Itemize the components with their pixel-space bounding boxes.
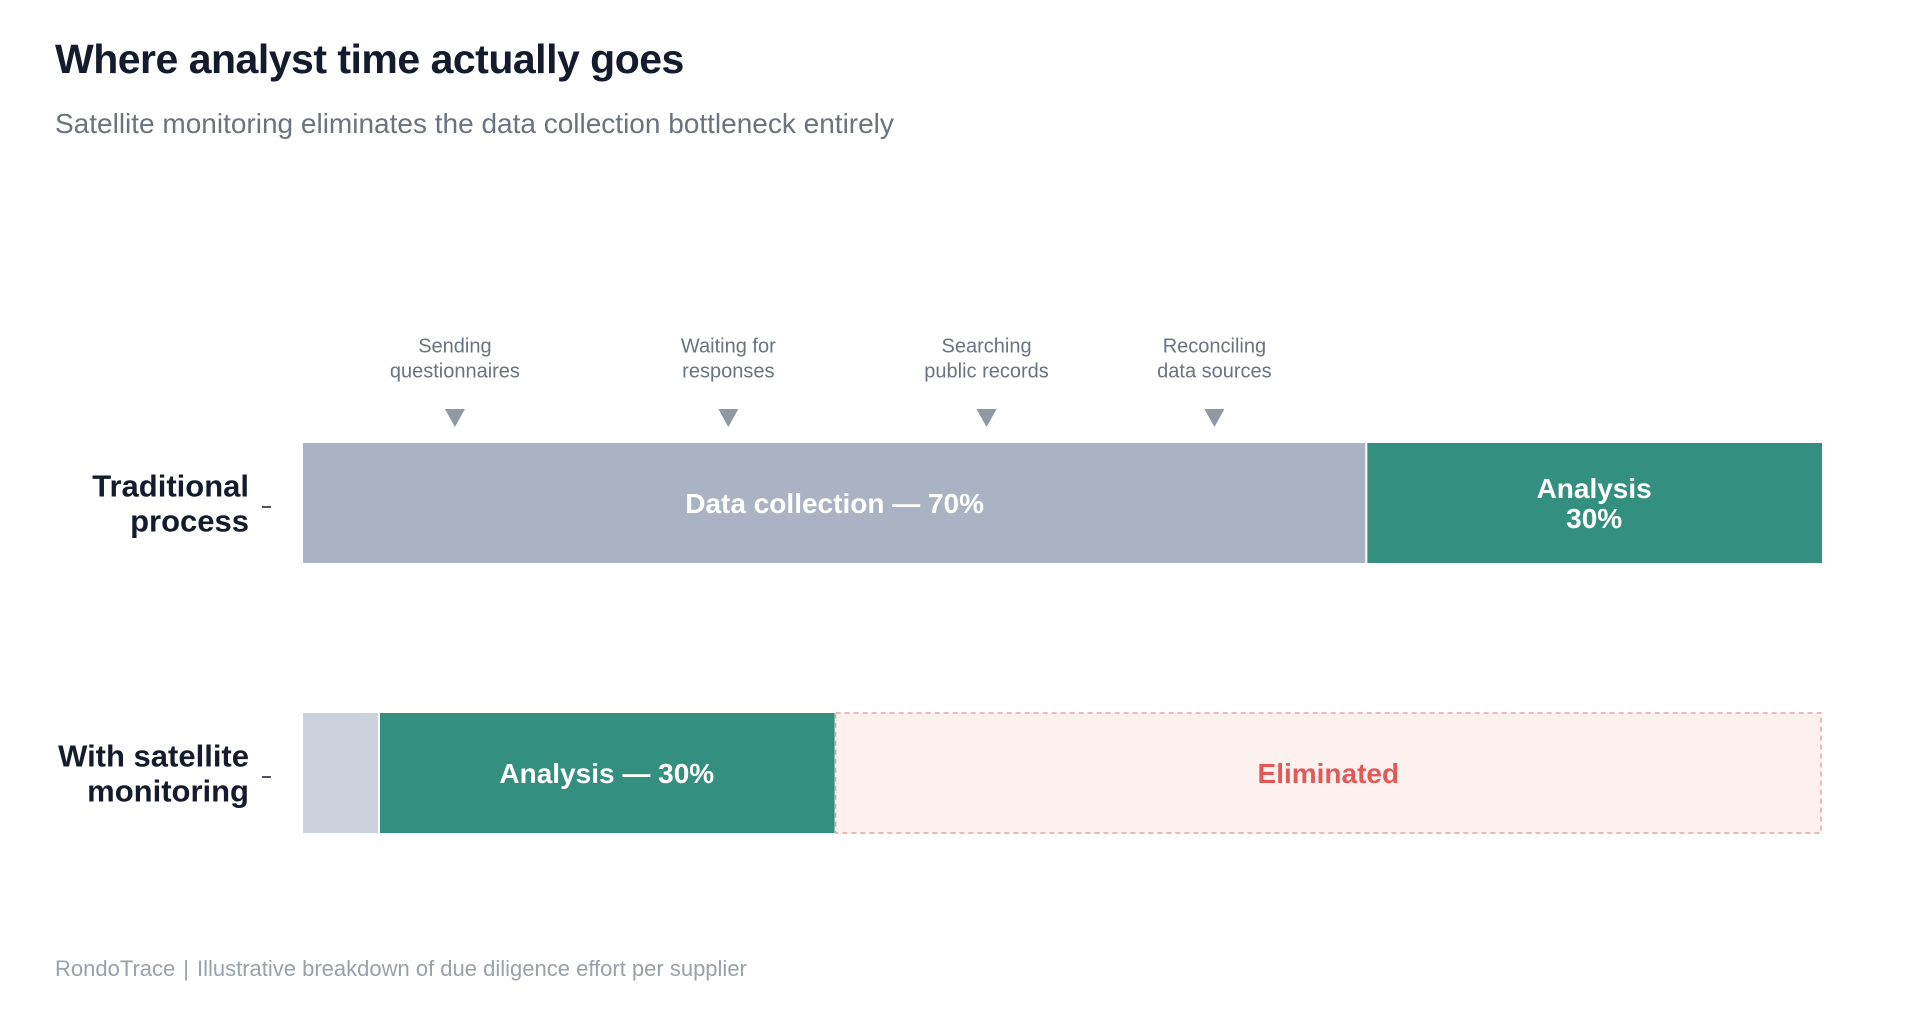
- row-label-line: Traditional: [92, 469, 249, 504]
- footer-brand: RondoTrace: [55, 956, 176, 981]
- chart-footer: RondoTrace | Illustrative breakdown of due…: [55, 956, 747, 982]
- annotation-label-line: data sources: [1157, 361, 1272, 383]
- annotation-label: Waiting for responses: [681, 336, 776, 383]
- row-label: With satellite monitoring: [58, 739, 249, 809]
- bar-data-label: Data collection — 70%: [685, 488, 984, 519]
- bar-data-label-line: Analysis: [1537, 473, 1652, 504]
- annotation-label-line: responses: [682, 361, 774, 383]
- chart-title: Where analyst time actually goes: [55, 36, 684, 82]
- annotation-marker-icon: [444, 409, 465, 427]
- bar-data-label-line: Eliminated: [1258, 758, 1400, 789]
- footer-note: Illustrative breakdown of due diligence …: [196, 956, 747, 981]
- annotation-label-line: Waiting for: [681, 336, 776, 358]
- row-label: Traditional process: [92, 469, 249, 539]
- annotation-label: Sending questionnaires: [390, 336, 520, 383]
- bar-segment-eliminated: [834, 712, 1822, 834]
- bar-data-label: Analysis — 30%: [499, 758, 714, 789]
- annotation-label-line: Searching: [942, 336, 1032, 358]
- bar-segment-residual: [303, 713, 379, 833]
- annotation-label-line: Sending: [418, 336, 491, 358]
- bar-data-label-line: 30%: [1566, 503, 1622, 534]
- bar-segment-analysis: [378, 713, 835, 833]
- row-label-line: monitoring: [87, 774, 249, 809]
- footer-separator: |: [183, 956, 189, 981]
- bar-data-label-line: Data collection — 70%: [685, 488, 984, 519]
- annotation-label: Searching public records: [924, 336, 1049, 383]
- annotation-label-line: Reconciling: [1163, 336, 1266, 358]
- bar-segment-data-collection: [303, 443, 1367, 563]
- annotation-marker-icon: [1204, 409, 1225, 427]
- annotation-label-line: public records: [924, 361, 1049, 383]
- row-label-line: With satellite: [58, 739, 249, 774]
- annotation-label: Reconciling data sources: [1157, 336, 1272, 383]
- bar-data-label-line: Analysis — 30%: [499, 758, 714, 789]
- annotation-marker-icon: [718, 409, 739, 427]
- bar-data-label: Analysis 30%: [1537, 473, 1652, 534]
- annotation-label-line: questionnaires: [390, 361, 520, 383]
- chart-subtitle: Satellite monitoring eliminates the data…: [55, 108, 894, 139]
- bar-segment-analysis: [1366, 443, 1822, 563]
- annotation-marker-icon: [976, 409, 997, 427]
- row-label-line: process: [130, 504, 249, 539]
- bar-data-label: Eliminated: [1258, 758, 1400, 789]
